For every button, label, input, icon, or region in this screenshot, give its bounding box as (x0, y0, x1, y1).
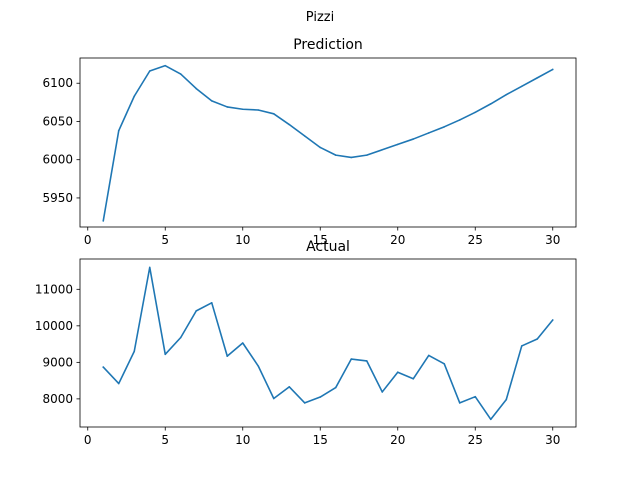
actual-data-point (520, 345, 523, 347)
prediction-data-point (396, 143, 399, 146)
prediction-data-point (334, 154, 337, 156)
prediction-xtick-label: 25 (468, 233, 483, 247)
subplot-actual-frame (79, 258, 577, 428)
prediction-data-point (443, 126, 446, 128)
actual-data-point (102, 366, 105, 368)
subplot-prediction-title: Prediction (293, 37, 363, 53)
actual-data-point (350, 358, 353, 360)
actual-data-point (551, 319, 554, 321)
actual-xtick-label: 15 (313, 433, 328, 447)
actual-data-point (334, 386, 337, 389)
actual-xtick-label: 30 (545, 433, 560, 447)
actual-xtick-label: 5 (161, 433, 169, 447)
subplot-actual: Actual 0 5 10 15 20 25 30 8000 9000 10000 11000 (35, 239, 577, 447)
actual-data-point (164, 353, 167, 356)
actual-data-point (226, 355, 229, 357)
actual-data-point (489, 418, 492, 421)
prediction-data-point (350, 156, 353, 159)
prediction-data-point (412, 138, 415, 140)
prediction-data-point (551, 68, 554, 71)
actual-data-point (148, 266, 151, 269)
prediction-data-point (319, 146, 322, 149)
prediction-data-point (288, 123, 291, 126)
actual-data-point (257, 365, 260, 367)
actual-data-point (427, 354, 430, 357)
prediction-data-point (272, 113, 275, 115)
prediction-data-point (179, 73, 182, 75)
prediction-data-point (489, 103, 492, 105)
prediction-series-line (102, 64, 554, 222)
actual-xtick-label: 25 (468, 433, 483, 447)
prediction-data-point (210, 100, 213, 102)
actual-data-point (210, 302, 213, 304)
actual-data-point (396, 371, 399, 374)
prediction-data-point (381, 148, 384, 151)
prediction-data-point (365, 154, 368, 156)
actual-ytick-label: 8000 (42, 392, 73, 406)
subplot-prediction-frame (79, 57, 577, 228)
actual-data-point (443, 363, 446, 365)
subplot-actual-title: Actual (306, 239, 350, 255)
prediction-data-point (536, 77, 539, 79)
prediction-data-point (148, 70, 151, 72)
actual-series-line (102, 266, 554, 421)
prediction-data-point (117, 129, 120, 132)
actual-data-point (319, 396, 322, 398)
prediction-xtick-label: 30 (545, 233, 560, 247)
prediction-data-point (474, 111, 477, 114)
subplot-actual-ticks: 0 5 10 15 20 25 30 8000 9000 10000 11000 (35, 282, 561, 447)
prediction-data-point (427, 132, 430, 134)
actual-data-point (195, 310, 198, 312)
actual-data-point (303, 402, 306, 404)
actual-data-point (458, 402, 461, 404)
actual-data-point (272, 397, 275, 400)
figure-suptitle: Pizzi (306, 10, 334, 25)
prediction-xtick-label: 10 (235, 233, 250, 247)
prediction-data-point (303, 135, 306, 137)
actual-data-point (505, 398, 508, 401)
actual-xtick-label: 10 (235, 433, 250, 447)
actual-data-point (179, 336, 182, 339)
prediction-data-point (195, 87, 198, 90)
actual-xtick-label: 20 (390, 433, 405, 447)
subplot-prediction-ticks: 0 5 10 15 20 25 30 5950 6000 6050 6100 (42, 76, 560, 247)
prediction-ytick-label: 5950 (42, 191, 73, 205)
actual-data-point (288, 386, 291, 388)
prediction-data-point (226, 106, 229, 108)
prediction-ytick-label: 6100 (42, 76, 73, 90)
actual-ytick-label: 10000 (35, 319, 73, 333)
actual-xtick-label: 0 (84, 433, 92, 447)
actual-data-point (412, 377, 415, 380)
actual-data-point (133, 350, 136, 353)
prediction-ytick-label: 6000 (42, 153, 73, 167)
prediction-xtick-label: 5 (161, 233, 169, 247)
prediction-xtick-label: 15 (313, 233, 328, 247)
subplot-prediction: Prediction 0 5 10 15 20 25 30 5950 6000 6050 6100 (42, 37, 577, 247)
actual-data-point (365, 360, 368, 362)
prediction-data-point (257, 109, 260, 111)
prediction-data-point (102, 220, 105, 222)
prediction-data-point (520, 85, 523, 88)
actual-data-point (536, 338, 539, 340)
prediction-xtick-label: 0 (84, 233, 92, 247)
actual-ytick-label: 11000 (35, 282, 73, 296)
actual-data-point (241, 342, 244, 344)
prediction-data-point (505, 93, 508, 96)
prediction-data-point (164, 64, 167, 67)
prediction-data-point (458, 119, 461, 121)
actual-data-point (381, 391, 384, 393)
prediction-xtick-label: 20 (390, 233, 405, 247)
actual-ytick-label: 9000 (42, 355, 73, 369)
actual-data-point (117, 382, 120, 385)
prediction-data-point (241, 108, 244, 111)
actual-data-point (474, 395, 477, 398)
prediction-ytick-label: 6050 (42, 114, 73, 128)
prediction-data-point (133, 95, 136, 98)
